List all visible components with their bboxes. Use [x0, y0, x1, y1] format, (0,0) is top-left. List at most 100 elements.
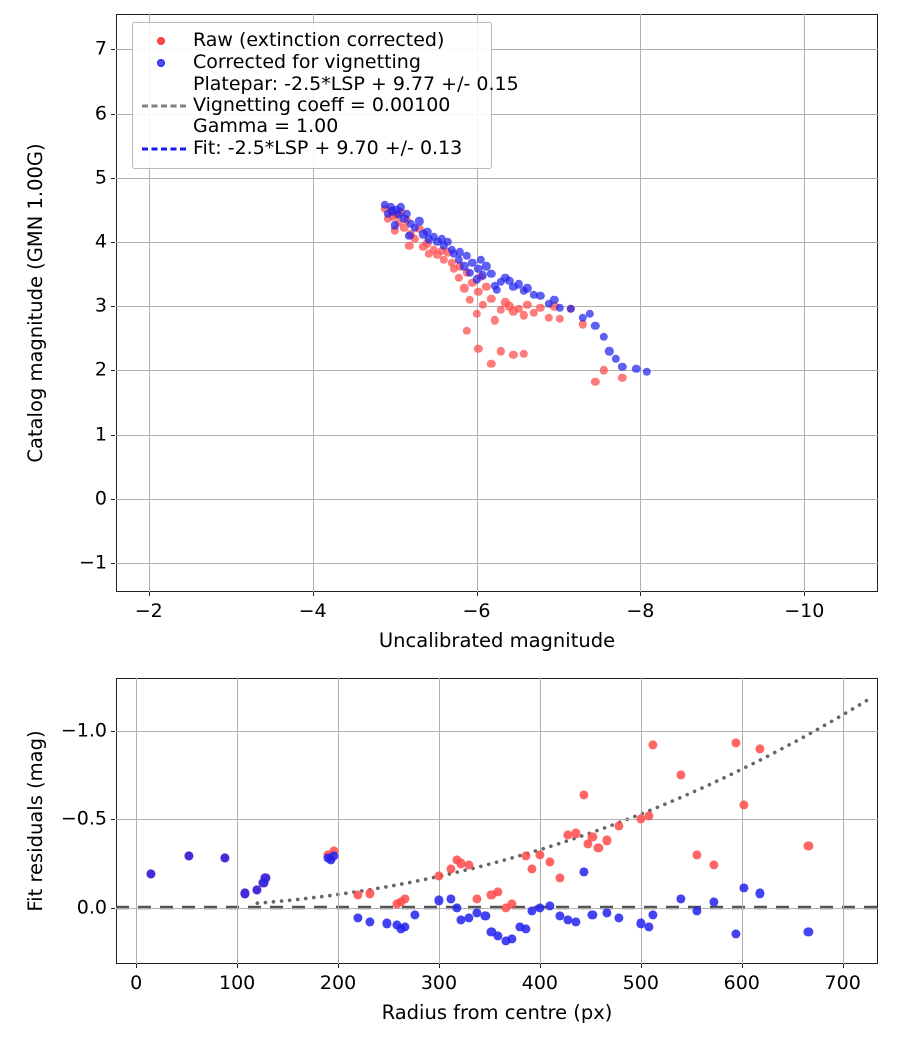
- data-point-raw: [519, 310, 529, 320]
- y-tick-label: −1: [78, 551, 107, 574]
- data-point-raw: [454, 273, 463, 283]
- data-point-corrected: [446, 894, 456, 904]
- data-point-corrected: [509, 282, 518, 292]
- x-tick: [439, 964, 441, 968]
- data-point-raw: [400, 223, 409, 233]
- gridline-vertical: [843, 678, 844, 964]
- gridline-vertical: [742, 678, 743, 964]
- data-point-corrected: [566, 304, 575, 313]
- data-point-corrected: [527, 906, 537, 916]
- gridline-vertical: [804, 14, 805, 592]
- data-point-raw: [587, 832, 597, 842]
- data-point-corrected: [535, 902, 545, 913]
- y-tick: [111, 563, 115, 565]
- gridline-horizontal: [116, 114, 878, 115]
- data-point-corrected: [386, 202, 395, 211]
- gridline-horizontal: [116, 819, 878, 820]
- data-point-corrected: [464, 913, 474, 923]
- data-point-corrected: [459, 262, 469, 271]
- data-point-raw: [429, 245, 439, 254]
- data-point-raw: [593, 842, 603, 853]
- data-point-corrected: [429, 232, 439, 242]
- data-point-corrected: [480, 911, 490, 921]
- data-point-corrected: [472, 908, 482, 918]
- x-tick: [313, 592, 315, 596]
- x-tick-label: −6: [462, 600, 491, 622]
- data-point-raw: [486, 890, 496, 900]
- data-point-raw: [456, 858, 466, 868]
- data-point-corrected: [456, 915, 466, 925]
- data-point-corrected: [501, 936, 511, 946]
- data-point-raw: [405, 241, 414, 250]
- y-tick: [111, 731, 115, 733]
- gridline-vertical: [313, 14, 314, 592]
- gridline-horizontal: [116, 49, 878, 50]
- y-tick: [111, 819, 115, 821]
- x-tick-label: 700: [824, 972, 861, 994]
- gridline-horizontal: [116, 435, 878, 436]
- data-point-raw: [410, 234, 420, 243]
- data-point-corrected: [496, 277, 506, 286]
- data-point-corrected: [414, 217, 424, 226]
- data-point-raw: [563, 830, 573, 840]
- y-axis-label-bottom: Fit residuals (mag): [24, 730, 47, 912]
- data-point-corrected: [432, 237, 442, 247]
- data-point-corrected: [353, 913, 363, 923]
- data-point-corrected: [632, 364, 641, 374]
- x-tick: [540, 964, 542, 968]
- y-tick: [111, 242, 115, 244]
- y-tick-label: 6: [94, 102, 107, 125]
- data-point-corrected: [555, 303, 565, 312]
- data-point-corrected: [381, 918, 392, 928]
- data-point-raw: [400, 894, 410, 904]
- data-point-raw: [755, 744, 765, 754]
- data-point-corrected: [611, 354, 620, 364]
- data-point-raw: [492, 887, 503, 897]
- data-point-corrected: [462, 251, 471, 261]
- data-point-raw: [496, 346, 506, 356]
- data-point-corrected: [514, 280, 524, 289]
- data-point-corrected: [400, 922, 410, 932]
- data-point-raw: [507, 899, 517, 909]
- data-point-corrected: [515, 922, 525, 932]
- data-point-raw: [365, 888, 375, 898]
- data-point-raw: [571, 828, 581, 838]
- x-tick: [237, 964, 239, 968]
- x-tick-label: −4: [298, 600, 327, 622]
- data-point-corrected: [550, 295, 559, 304]
- data-point-raw: [465, 295, 475, 304]
- y-tick: [111, 114, 115, 116]
- x-tick: [136, 964, 138, 968]
- x-tick-label: 0: [130, 972, 143, 994]
- y-tick-label: 7: [94, 37, 107, 60]
- gridline-horizontal: [116, 563, 878, 564]
- data-point-raw: [394, 218, 403, 227]
- x-tick-label: −8: [626, 600, 655, 622]
- data-point-corrected: [437, 235, 447, 244]
- y-tick-label: 4: [94, 230, 107, 253]
- y-tick-label: −0.5: [60, 807, 107, 830]
- gridline-vertical: [640, 14, 641, 592]
- data-point-raw: [496, 305, 506, 315]
- data-point-raw: [459, 283, 469, 293]
- data-point-raw: [579, 789, 589, 800]
- gridline-vertical: [237, 678, 238, 964]
- data-point-raw: [419, 242, 428, 252]
- data-point-corrected: [585, 309, 594, 319]
- data-point-corrected: [220, 853, 230, 863]
- gridline-vertical: [477, 14, 478, 592]
- data-point-raw: [739, 800, 749, 810]
- data-point-raw: [509, 307, 518, 316]
- data-point-corrected: [505, 276, 514, 285]
- data-point-raw: [473, 344, 483, 353]
- legend: Raw (extinction corrected) Corrected for…: [132, 22, 519, 169]
- legend-marker-blue: [142, 52, 186, 73]
- y-tick: [111, 370, 115, 372]
- data-point-corrected: [521, 924, 531, 934]
- data-point-corrected: [329, 851, 339, 861]
- data-point-corrected: [642, 367, 652, 376]
- data-point-raw: [648, 740, 658, 750]
- data-point-raw: [583, 839, 593, 849]
- data-point-raw: [452, 855, 462, 865]
